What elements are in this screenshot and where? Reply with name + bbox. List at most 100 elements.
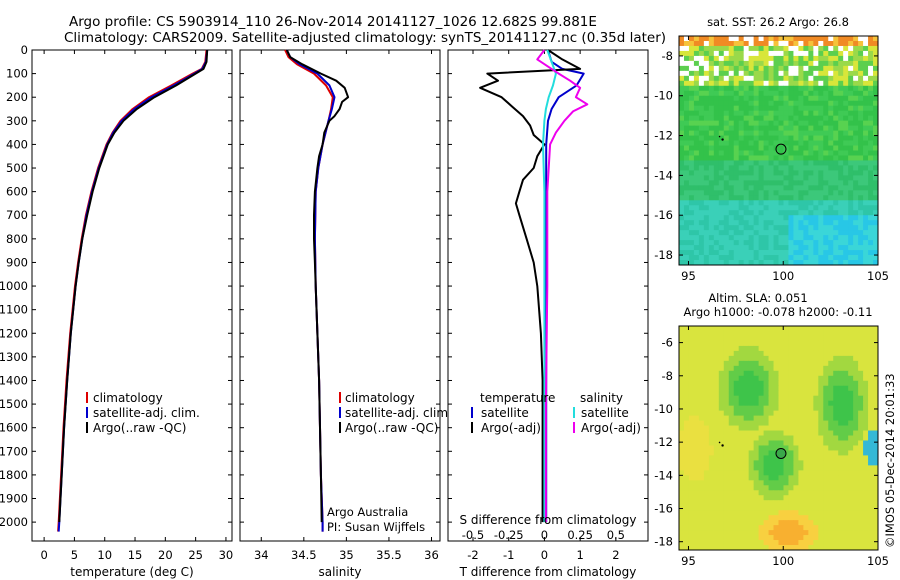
map-cell: [723, 220, 730, 226]
map-cell: [833, 345, 839, 352]
map-cell: [688, 510, 695, 516]
map-cell: [803, 210, 809, 216]
map-cell: [808, 425, 814, 431]
map-cell: [683, 40, 690, 47]
map-cell: [723, 395, 730, 402]
map-cell: [853, 65, 859, 72]
map-cell: [763, 435, 769, 441]
map-cell: [683, 55, 690, 62]
map-cell: [718, 115, 725, 122]
map-cell: [803, 430, 809, 436]
map-cell: [738, 205, 745, 211]
map-cell: [698, 530, 705, 536]
map-cell: [858, 80, 864, 87]
map-cell: [753, 440, 760, 446]
map-cell: [768, 505, 774, 511]
map-cell: [833, 440, 839, 446]
map-cell: [768, 36, 774, 42]
map-cell: [848, 60, 854, 67]
map-cell: [848, 420, 854, 426]
map-cell: [798, 140, 804, 146]
map-cell: [873, 510, 879, 516]
map-cell: [848, 160, 854, 166]
map-cell: [823, 485, 829, 491]
y-tick-label: -14: [654, 468, 673, 482]
map-cell: [803, 455, 809, 461]
map-cell: [693, 470, 700, 476]
map-cell: [688, 165, 695, 171]
map-cell: [733, 326, 740, 332]
map-cell: [858, 380, 864, 387]
map-cell: [753, 210, 760, 216]
map-cell: [853, 180, 859, 186]
map-cell: [738, 405, 745, 412]
map-cell: [798, 145, 804, 151]
map-cell: [679, 420, 685, 426]
map-cell: [763, 250, 769, 256]
map-cell: [748, 80, 755, 87]
map-cell: [803, 60, 809, 67]
map-cell: [793, 326, 799, 332]
map-cell: [733, 165, 740, 171]
map-cell: [863, 70, 869, 77]
map-cell: [713, 70, 720, 77]
map-cell: [838, 380, 844, 387]
map-cell: [838, 85, 844, 92]
map-cell: [753, 125, 760, 131]
map-cell: [763, 190, 769, 196]
map-cell: [823, 240, 829, 246]
map-cell: [763, 170, 769, 176]
map-cell: [793, 385, 799, 392]
sst-map-markers: [718, 135, 787, 155]
map-cell: [823, 150, 829, 156]
map-cell: [858, 160, 864, 166]
map-cell: [858, 85, 864, 92]
map-cell: [768, 170, 774, 176]
map-cell: [853, 465, 859, 471]
map-cell: [808, 170, 814, 176]
map-cell: [683, 460, 690, 466]
map-cell: [743, 475, 750, 481]
map-cell: [698, 355, 705, 362]
map-cell: [723, 445, 730, 451]
map-cell: [683, 525, 690, 531]
map-cell: [688, 215, 695, 221]
map-cell: [688, 515, 695, 521]
map-cell: [718, 385, 725, 392]
map-cell: [703, 420, 710, 426]
map-cell: [718, 230, 725, 236]
map-cell: [763, 245, 769, 251]
map-cell: [688, 110, 695, 117]
map-cell: [833, 185, 839, 191]
legend-title-salinity: salinity: [580, 391, 623, 405]
map-cell: [693, 410, 700, 416]
map-cell: [833, 120, 839, 127]
map-cell: [868, 385, 874, 392]
map-cell: [793, 355, 799, 362]
map-cell: [833, 455, 839, 461]
map-cell: [813, 465, 819, 471]
map-cell: [773, 425, 779, 431]
map-cell: [688, 520, 695, 526]
map-cell: [843, 440, 849, 446]
map-cell: [813, 155, 819, 161]
map-cell: [728, 195, 735, 201]
map-cell: [803, 420, 809, 426]
map-cell: [783, 40, 789, 47]
map-cell: [828, 370, 834, 377]
map-cell: [768, 155, 774, 161]
map-cell: [758, 390, 764, 397]
map-cell: [763, 326, 769, 332]
map-cell: [688, 115, 695, 122]
map-cell: [828, 326, 834, 332]
salinity-x-axis: 34 34.5 35 35.5 36: [254, 50, 439, 562]
map-cell: [793, 425, 799, 431]
map-cell: [743, 205, 750, 211]
map-cell: [833, 190, 839, 196]
map-cell: [679, 130, 685, 136]
map-cell: [783, 155, 789, 161]
map-cell: [873, 60, 879, 67]
map-cell: [758, 405, 764, 412]
map-cell: [698, 360, 705, 367]
map-cell: [853, 360, 859, 367]
